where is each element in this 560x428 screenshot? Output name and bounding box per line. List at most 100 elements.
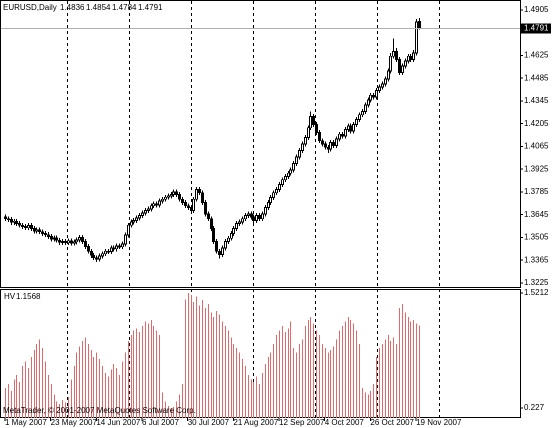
candle-body (287, 172, 290, 177)
candle-body (164, 196, 167, 200)
candle-body (218, 250, 221, 255)
candle-body (144, 210, 147, 214)
candle-body (230, 232, 233, 239)
candle-body (289, 169, 292, 174)
candle-body (67, 240, 70, 244)
candle-body (70, 240, 73, 244)
y-tick-label: 1.3645 (524, 210, 549, 219)
candle-body (372, 94, 375, 98)
candle-body (64, 241, 67, 244)
candle-body (367, 99, 370, 106)
candle-body (321, 140, 324, 145)
candle-body (364, 104, 367, 112)
candle-body (309, 115, 312, 129)
candle-body (315, 124, 318, 134)
y-tick-label: 1.3365 (524, 255, 549, 264)
candle-body (192, 198, 195, 212)
candle-body (158, 200, 161, 206)
y-tick-label: 1.4065 (524, 142, 549, 151)
candle-body (409, 55, 412, 60)
candle-body (352, 124, 355, 132)
price-tag-box (521, 23, 551, 34)
candle-body (81, 237, 84, 242)
x-tick-label: 4 Oct 2007 (325, 418, 365, 427)
candle-body (10, 219, 13, 223)
x-tick-label: 26 Oct 2007 (370, 418, 414, 427)
y-tick-label: 1.3925 (524, 164, 549, 173)
candle-body (401, 65, 404, 73)
candle-body (155, 203, 158, 206)
candle-body (361, 111, 364, 116)
main-panel-border (0, 0, 521, 288)
candle-body (264, 206, 267, 215)
candle-body (238, 221, 241, 225)
candle-body (101, 253, 104, 257)
candle-body (78, 237, 81, 241)
candle-body (224, 241, 227, 249)
candle-body (130, 221, 133, 226)
candle-body (147, 208, 150, 212)
y-tick-label: 1.3785 (524, 187, 549, 196)
candle-body (58, 239, 61, 243)
candle-body (118, 245, 121, 248)
x-tick-label: 6 Jul 2007 (142, 418, 179, 427)
candle-body (7, 218, 10, 221)
candle-body (261, 213, 264, 220)
y-tick-label: 1.4205 (524, 119, 549, 128)
candle-body (132, 219, 135, 223)
candle-body (181, 198, 184, 203)
candle-body (55, 237, 58, 241)
candle-body (369, 94, 372, 101)
candle-body (318, 132, 321, 142)
candle-body (349, 125, 352, 132)
candle-body (415, 21, 418, 54)
y-tick-label: 1.3225 (524, 278, 549, 287)
price-tag: 1.4791 (524, 24, 549, 33)
candle-body (381, 83, 384, 88)
candle-body (121, 243, 124, 248)
x-tick-label: 14 Jun 2007 (96, 418, 141, 427)
candle-body (198, 189, 201, 194)
candle-body (241, 218, 244, 223)
candle-body (92, 254, 95, 259)
candle-body (212, 228, 215, 242)
candle-body (232, 228, 235, 234)
candle-body (201, 192, 204, 203)
candle-body (358, 114, 361, 121)
candle-body (247, 213, 250, 216)
candle-body (175, 191, 178, 195)
candle-body (389, 55, 392, 72)
candle-body (304, 137, 307, 145)
x-tick-label: 19 Nov 2007 (416, 418, 462, 427)
candle-body (295, 156, 298, 164)
candle-body (195, 189, 198, 200)
candle-body (61, 241, 64, 243)
y-tick-label: 0.227 (524, 403, 545, 412)
candle-body (98, 255, 101, 260)
candle-body (110, 247, 113, 252)
candle-body (275, 189, 278, 194)
candle-body (301, 143, 304, 151)
candle-body (170, 193, 173, 197)
candle-body (24, 226, 27, 229)
candle-body (161, 198, 164, 202)
candle-body (30, 225, 33, 229)
candle-body (184, 202, 187, 207)
watermark: MetaTrader, © 2001-2007 MetaQuotes Softw… (3, 406, 196, 415)
candle-body (267, 202, 270, 208)
candle-body (341, 133, 344, 137)
candle-body (250, 213, 253, 218)
candle-body (47, 234, 50, 238)
x-tick-label: 21 Aug 2007 (233, 418, 278, 427)
candle-body (95, 257, 98, 260)
symbol-label: EURUSD,Daily (3, 3, 57, 12)
x-tick-label: 30 Jul 2007 (188, 418, 230, 427)
candle-body (387, 70, 390, 80)
candle-body (138, 215, 141, 219)
candle-body (204, 202, 207, 215)
candle-body (221, 247, 224, 255)
candle-body (41, 231, 44, 234)
candle-body (404, 60, 407, 67)
candle-body (50, 236, 53, 240)
